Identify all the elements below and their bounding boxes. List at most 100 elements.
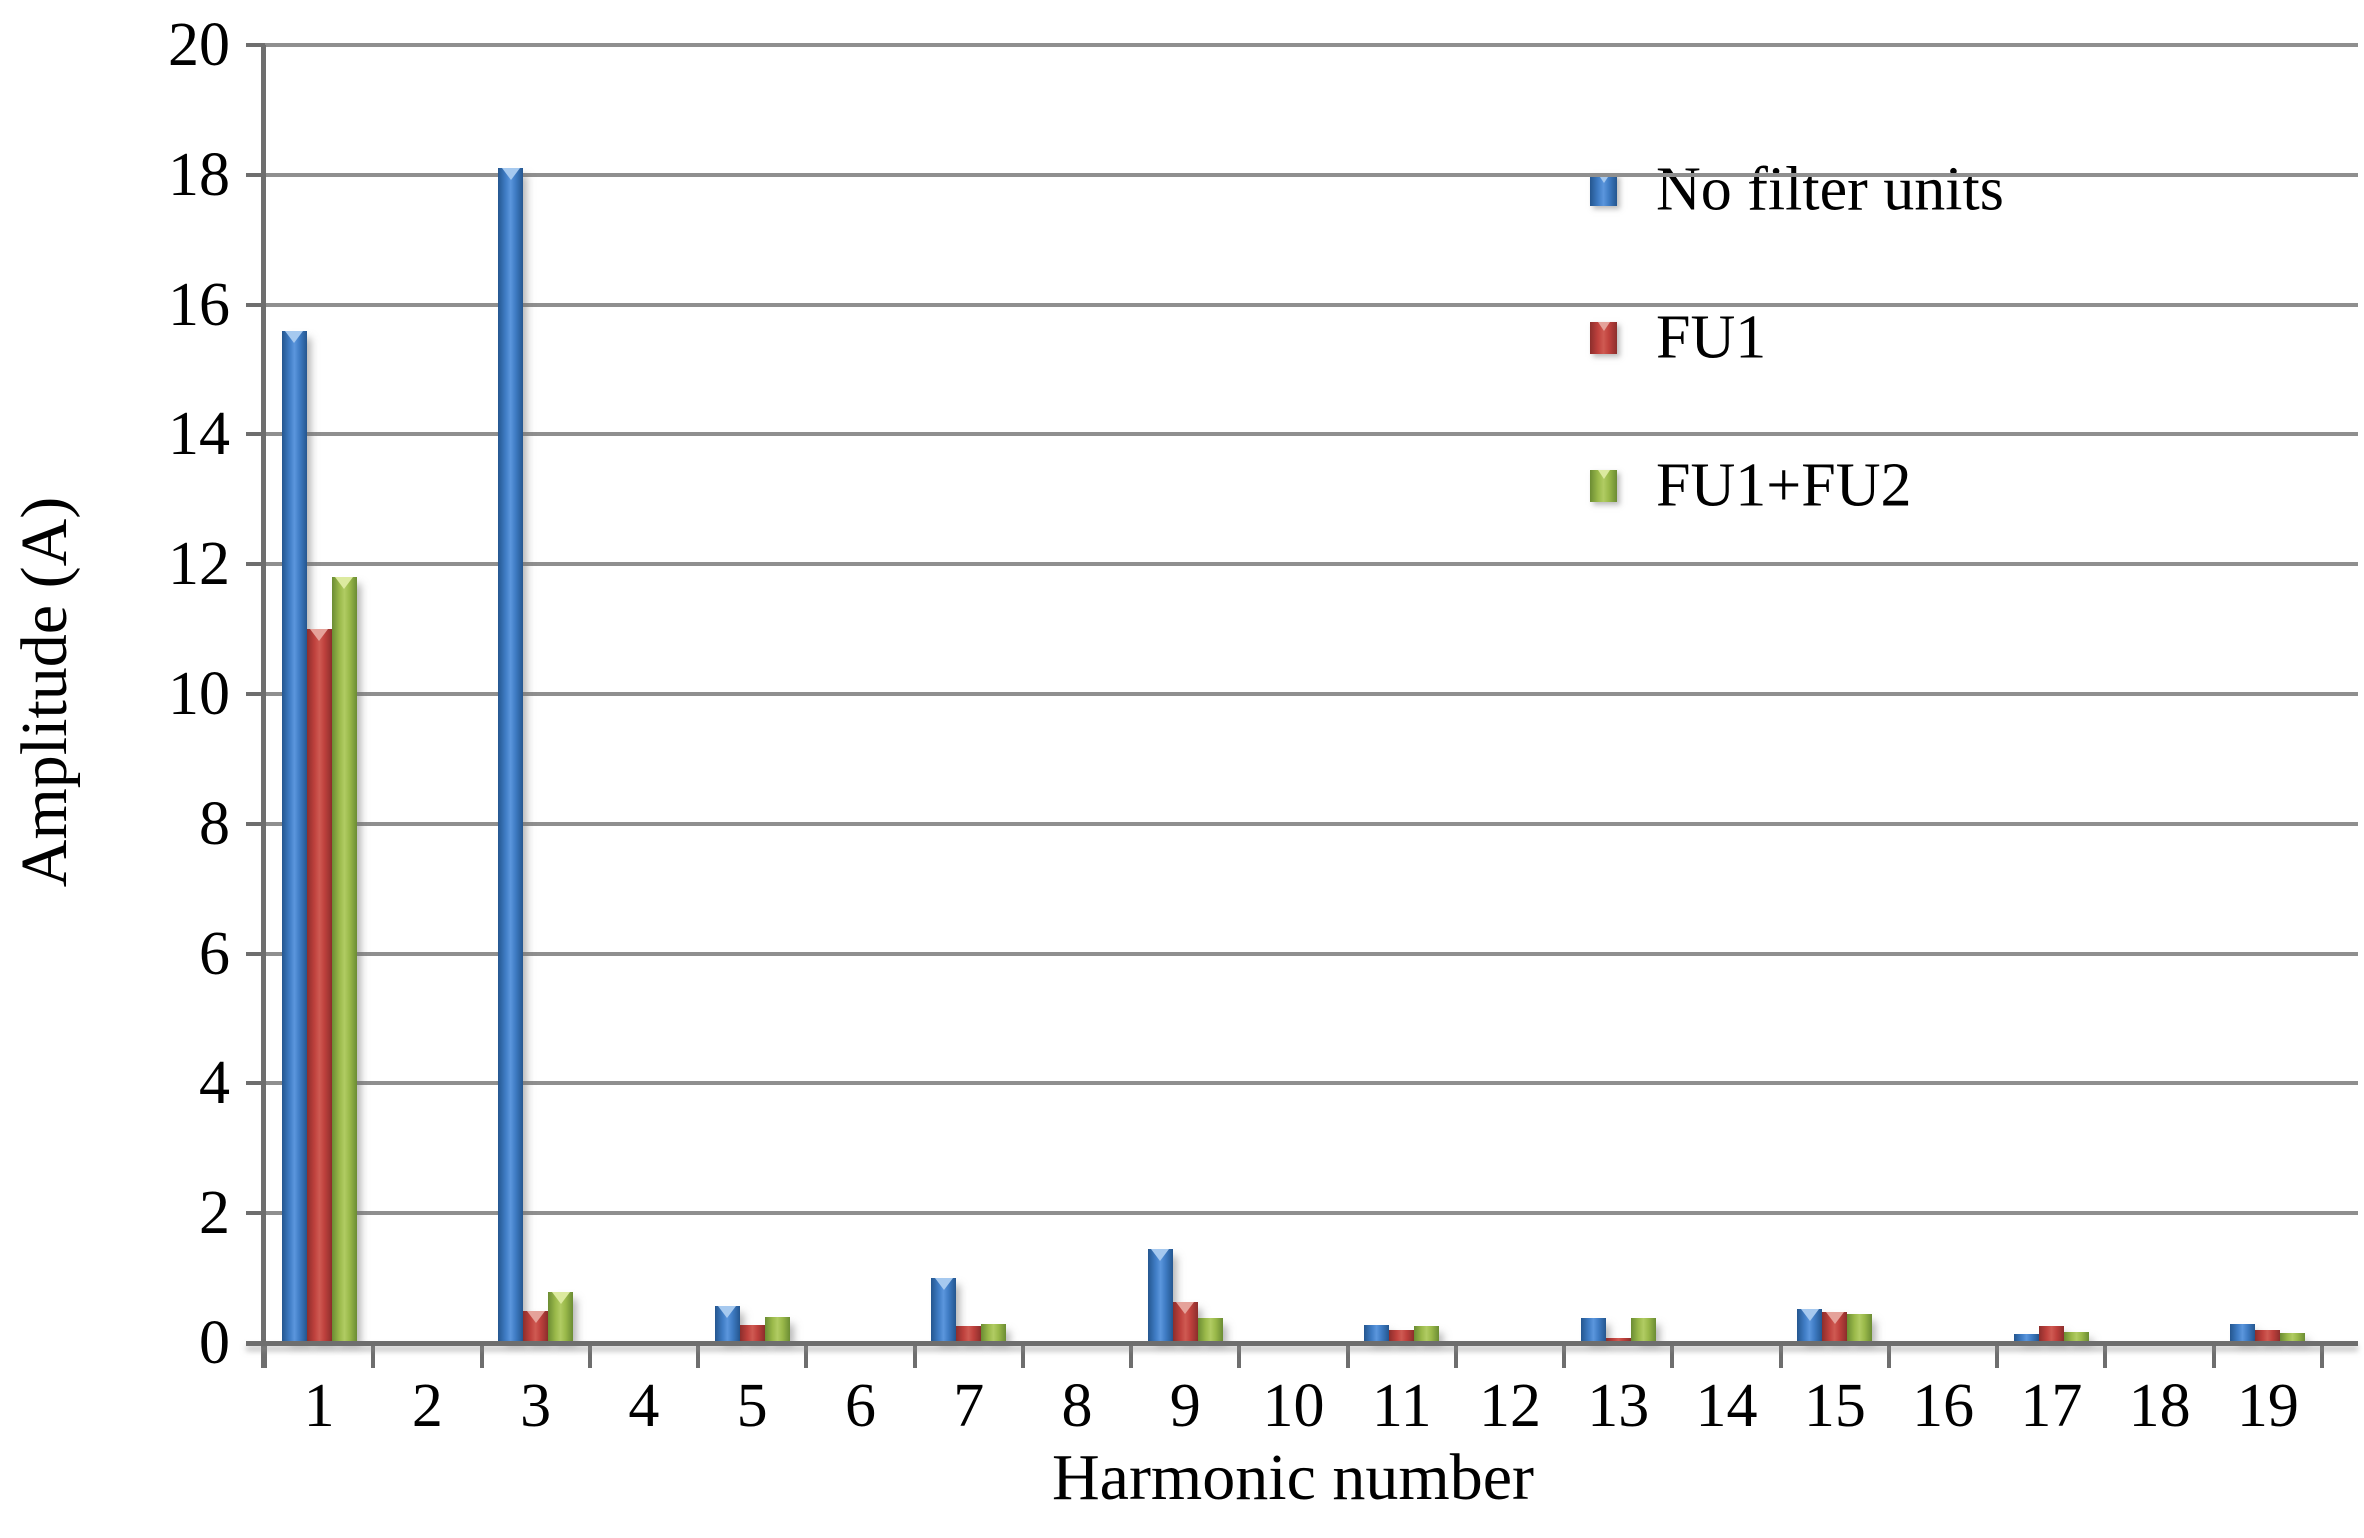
- legend-marker-notch: [1597, 322, 1610, 331]
- bar-top-notch: [1800, 1309, 1819, 1322]
- bar-no-filter-units-h15: [1797, 1309, 1823, 1343]
- y-tick-20: [246, 43, 265, 47]
- x-tick-label-2: 2: [411, 1372, 443, 1440]
- x-tick-9: [1237, 1343, 1242, 1368]
- y-tick-label-6: 6: [199, 919, 230, 988]
- legend-label: FU1: [1656, 303, 1767, 372]
- x-tick-19: [2320, 1343, 2324, 1368]
- legend: No filter units FU1 FU1+FU2: [1548, 60, 2364, 545]
- x-tick-15: [1886, 1343, 1891, 1368]
- gridline-y-18: [265, 172, 2358, 177]
- x-tick-label-14: 14: [1695, 1372, 1758, 1440]
- bar-no-filter-units-h7: [931, 1278, 957, 1343]
- bar-fu1-h5: [739, 1324, 765, 1343]
- y-tick-2: [246, 1211, 265, 1216]
- x-tick-5: [804, 1343, 809, 1368]
- bar-fu1-fu2-h13: [1630, 1318, 1656, 1343]
- gridline-y-6: [265, 951, 2358, 956]
- bar-fu1-h13: [1605, 1337, 1631, 1343]
- gridline-y-20: [265, 43, 2358, 47]
- y-tick-label-12: 12: [168, 530, 230, 599]
- bar-no-filter-units-h17: [2013, 1333, 2039, 1343]
- x-tick-label-18: 18: [2128, 1372, 2191, 1440]
- bar-top-notch: [1151, 1248, 1170, 1261]
- bar-top-notch: [934, 1278, 953, 1291]
- y-axis-line: [261, 45, 266, 1368]
- x-tick-label-16: 16: [1912, 1372, 1975, 1440]
- y-tick-label-10: 10: [168, 660, 230, 728]
- bar-no-filter-units-h11: [1364, 1325, 1390, 1343]
- x-tick-11: [1453, 1343, 1458, 1368]
- y-tick-12: [246, 562, 265, 567]
- bar-no-filter-units-h3: [498, 168, 524, 1343]
- gridline-y-16: [265, 302, 2358, 307]
- bar-fu1-h17: [2038, 1326, 2064, 1343]
- bar-fu1-fu2-h5: [764, 1317, 790, 1343]
- legend-marker-notch: [1597, 470, 1610, 479]
- y-tick-6: [246, 951, 265, 956]
- x-tick-label-4: 4: [628, 1372, 660, 1440]
- bar-no-filter-units-h5: [714, 1306, 740, 1343]
- x-tick-14: [1778, 1343, 1783, 1368]
- x-tick-label-8: 8: [1061, 1372, 1093, 1440]
- x-tick-2: [479, 1343, 484, 1368]
- y-tick-16: [246, 302, 265, 307]
- x-tick-label-12: 12: [1479, 1372, 1542, 1440]
- y-tick-label-2: 2: [199, 1179, 230, 1248]
- x-tick-label-7: 7: [953, 1372, 985, 1440]
- y-tick-4: [246, 1081, 265, 1086]
- bar-no-filter-units-h1: [281, 330, 307, 1343]
- legend-marker-notch: [1597, 174, 1610, 183]
- x-tick-label-6: 6: [844, 1372, 876, 1440]
- gridline-y-12: [265, 562, 2358, 567]
- bar-fu1-fu2-h11: [1414, 1326, 1440, 1343]
- x-tick-12: [1562, 1343, 1567, 1368]
- legend-entry-fu1-fu2: FU1+FU2: [1548, 426, 2364, 546]
- y-tick-label-4: 4: [199, 1049, 230, 1118]
- bar-fu1-fu2-h7: [981, 1323, 1007, 1343]
- x-tick-10: [1345, 1343, 1350, 1368]
- x-tick-7: [1020, 1343, 1025, 1368]
- y-tick-8: [246, 821, 265, 826]
- y-tick-label-14: 14: [168, 400, 230, 469]
- x-tick-16: [1995, 1343, 2000, 1368]
- bar-fu1-h3: [523, 1310, 549, 1343]
- bar-top-notch: [718, 1306, 737, 1318]
- bar-fu1-fu2-h17: [2063, 1331, 2089, 1343]
- y-tick-10: [246, 692, 265, 696]
- bar-top-notch: [310, 629, 329, 642]
- bar-top-notch: [501, 168, 520, 181]
- x-tick-label-3: 3: [520, 1372, 552, 1440]
- bar-fu1-h19: [2255, 1330, 2281, 1343]
- y-tick-label-18: 18: [168, 140, 230, 209]
- y-axis-title: Amplitude (A): [8, 496, 81, 888]
- gridline-y-14: [265, 432, 2358, 437]
- x-tick-label-5: 5: [736, 1372, 768, 1440]
- x-tick-label-1: 1: [303, 1372, 335, 1440]
- x-axis-title: Harmonic number: [1051, 1441, 1534, 1514]
- x-tick-label-17: 17: [2020, 1372, 2083, 1440]
- legend-marker-icon: [1590, 322, 1617, 354]
- x-tick-label-15: 15: [1803, 1372, 1866, 1440]
- bar-no-filter-units-h13: [1580, 1318, 1606, 1343]
- y-tick-18: [246, 172, 265, 177]
- y-tick-14: [246, 432, 265, 437]
- bar-fu1-fu2-h9: [1197, 1318, 1223, 1343]
- x-tick-1: [371, 1343, 376, 1368]
- x-tick-label-9: 9: [1169, 1372, 1201, 1440]
- gridline-y-2: [265, 1211, 2358, 1216]
- legend-marker-icon: [1590, 470, 1617, 502]
- x-axis-line: [246, 1341, 2358, 1346]
- x-tick-17: [2103, 1343, 2108, 1368]
- y-tick-label-20: 20: [168, 11, 230, 79]
- legend-entry-no-filter-units: No filter units: [1548, 130, 2364, 250]
- bar-fu1-fu2-h3: [548, 1292, 574, 1343]
- legend-label: FU1+FU2: [1656, 451, 1912, 520]
- x-tick-3: [587, 1343, 592, 1368]
- x-tick-4: [696, 1343, 701, 1368]
- y-tick-label-8: 8: [199, 789, 230, 858]
- bar-fu1-fu2-h19: [2280, 1333, 2306, 1343]
- gridline-y-10: [265, 692, 2358, 696]
- y-tick-label-0: 0: [199, 1309, 230, 1377]
